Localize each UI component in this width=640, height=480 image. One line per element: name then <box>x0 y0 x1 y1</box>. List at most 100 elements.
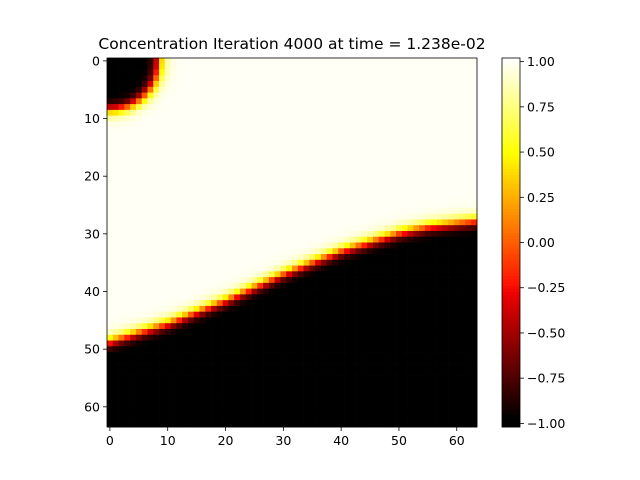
heatmap-cell <box>170 386 177 393</box>
heatmap-cell <box>141 109 148 117</box>
heatmap-cell <box>424 254 432 261</box>
heatmap-cell <box>367 300 374 307</box>
heatmap-cell <box>228 248 235 255</box>
heatmap-cell <box>326 213 333 220</box>
heatmap-cell <box>453 277 461 284</box>
heatmap-cell <box>332 86 339 93</box>
heatmap-cell <box>401 386 408 393</box>
heatmap-cell <box>251 92 258 99</box>
heatmap-cell <box>309 421 316 428</box>
heatmap-cell <box>344 288 351 295</box>
heatmap-cell <box>349 311 356 318</box>
heatmap-cell <box>216 254 223 261</box>
heatmap-cell <box>193 173 200 180</box>
heatmap-cell <box>222 138 229 145</box>
heatmap-cell <box>367 346 374 353</box>
heatmap-cell <box>286 173 293 180</box>
heatmap-cell <box>251 288 258 295</box>
heatmap-cell <box>320 317 328 324</box>
heatmap-cell <box>338 167 345 174</box>
heatmap-cell <box>384 277 391 284</box>
heatmap-cell <box>349 225 356 232</box>
heatmap-cell <box>187 323 195 330</box>
heatmap-cell <box>112 156 119 163</box>
heatmap-cell <box>459 190 466 197</box>
heatmap-cell <box>135 380 143 387</box>
heatmap-cell <box>182 346 189 353</box>
heatmap-cell <box>263 161 270 168</box>
heatmap-cell <box>303 352 310 359</box>
heatmap-cell <box>187 271 195 278</box>
heatmap-cell <box>159 259 166 266</box>
heatmap-cell <box>292 161 299 168</box>
heatmap-cell <box>280 196 287 203</box>
heatmap-cell <box>182 386 189 393</box>
heatmap-cell <box>442 242 449 249</box>
heatmap-cell <box>280 346 287 353</box>
heatmap-cell <box>367 398 374 405</box>
heatmap-cell <box>407 398 414 405</box>
heatmap-cell <box>211 121 218 128</box>
heatmap-cell <box>396 403 403 411</box>
heatmap-cell <box>147 236 154 243</box>
heatmap-cell <box>338 156 345 163</box>
heatmap-cell <box>390 415 397 422</box>
heatmap-cell <box>193 380 200 387</box>
heatmap-cell <box>147 409 154 416</box>
heatmap-cell <box>164 334 171 341</box>
heatmap-cell <box>193 265 200 272</box>
heatmap-cell <box>118 63 125 70</box>
heatmap-cell <box>465 328 472 336</box>
heatmap-cell <box>401 392 408 399</box>
heatmap-cell <box>448 375 455 382</box>
heatmap-cell <box>251 179 258 186</box>
heatmap-cell <box>442 363 449 370</box>
heatmap-cell <box>268 92 276 99</box>
heatmap-cell <box>378 277 385 284</box>
heatmap-cell <box>378 58 385 65</box>
heatmap-cell <box>112 300 119 307</box>
colorbar-segment <box>502 325 520 329</box>
heatmap-cell <box>211 109 218 117</box>
heatmap-cell <box>170 346 177 353</box>
heatmap-cell <box>147 207 154 215</box>
heatmap-cell <box>453 294 461 301</box>
heatmap-cell <box>182 92 189 99</box>
heatmap-cell <box>326 92 333 99</box>
heatmap-cell <box>112 317 119 324</box>
heatmap-cell <box>228 415 235 422</box>
heatmap-cell <box>257 219 264 226</box>
heatmap-cell <box>297 92 304 99</box>
heatmap-cell <box>303 81 310 88</box>
heatmap-cell <box>465 104 472 111</box>
heatmap-cell <box>124 409 131 416</box>
heatmap-cell <box>401 277 408 284</box>
heatmap-cell <box>442 254 449 261</box>
heatmap-cell <box>147 421 154 428</box>
heatmap-cell <box>453 415 461 422</box>
heatmap-cell <box>199 392 206 399</box>
heatmap-cell <box>384 161 391 168</box>
heatmap-cell <box>130 121 137 128</box>
y-tick-label: 60 <box>84 399 100 414</box>
heatmap-cell <box>448 69 455 76</box>
heatmap-cell <box>332 236 339 243</box>
heatmap-cell <box>239 225 247 232</box>
heatmap-cell <box>297 375 304 382</box>
heatmap-cell <box>159 207 166 215</box>
heatmap-cell <box>228 138 235 145</box>
heatmap-cell <box>280 184 287 191</box>
heatmap-cell <box>199 259 206 266</box>
heatmap-cell <box>396 179 403 186</box>
heatmap-cell <box>193 340 200 347</box>
heatmap-cell <box>355 225 362 232</box>
heatmap-cell <box>257 207 264 215</box>
heatmap-cell <box>193 328 200 336</box>
heatmap-cell <box>216 259 223 266</box>
heatmap-cell <box>268 363 276 370</box>
heatmap-cell <box>471 104 478 111</box>
heatmap-cell <box>193 150 200 157</box>
heatmap-cell <box>251 63 258 70</box>
heatmap-cell <box>130 150 137 157</box>
heatmap-cell <box>361 386 368 393</box>
